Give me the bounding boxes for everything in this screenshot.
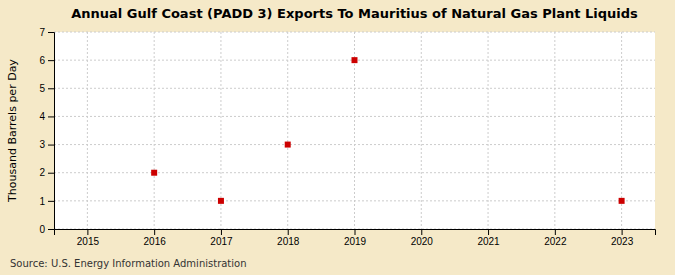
plot-background <box>54 32 655 229</box>
point <box>151 170 157 176</box>
grid-line <box>488 32 489 229</box>
tick: 4 <box>39 111 54 122</box>
tick-label: 2020 <box>411 236 434 247</box>
tick-mark <box>48 60 54 61</box>
tick-mark <box>355 229 356 235</box>
tick-label: 2018 <box>277 236 300 247</box>
tick-label: 2015 <box>77 236 100 247</box>
tick: 2 <box>39 167 54 178</box>
tick-mark <box>48 201 54 202</box>
tick-mark <box>48 88 54 89</box>
tick-mark <box>48 32 54 33</box>
tick-label: 2016 <box>144 236 167 247</box>
background <box>0 0 675 275</box>
tick-label: 2017 <box>210 236 233 247</box>
tick: 2017 <box>210 229 233 247</box>
grid-line <box>54 116 655 117</box>
grid-line <box>54 172 655 173</box>
tick-mark <box>488 229 489 235</box>
tick-label: 1 <box>39 196 45 207</box>
tick: 1 <box>39 196 54 207</box>
grid-line <box>54 144 655 145</box>
axis-line <box>48 33 55 230</box>
point <box>218 198 224 204</box>
grid <box>54 32 655 229</box>
tick: 2020 <box>411 229 434 247</box>
tick-mark <box>622 229 623 235</box>
tick-label: 2 <box>39 167 45 178</box>
tick-label: 2023 <box>611 236 634 247</box>
y-axis-title: Thousand Barrels per Day <box>6 59 19 203</box>
tick-mark <box>154 229 155 235</box>
annotation: Source: U.S. Energy Information Administ… <box>10 258 247 269</box>
tick-label: 7 <box>39 27 45 38</box>
point <box>619 198 625 204</box>
tick-mark <box>555 229 556 235</box>
tick: 7 <box>39 27 54 38</box>
tick-mark <box>87 229 88 235</box>
tick: 2019 <box>344 229 367 247</box>
tick-mark <box>221 229 222 235</box>
tick: 0 <box>39 224 54 235</box>
title: Annual Gulf Coast (PADD 3) Exports To Ma… <box>71 6 638 21</box>
tick-mark <box>288 229 289 235</box>
x-axis: 2015 2016 2017 2018 2019 2020 2021 2022 2023 <box>55 229 656 247</box>
tick: 2023 <box>611 229 634 247</box>
tick-label: 3 <box>39 139 45 150</box>
grid-line <box>421 32 422 229</box>
point <box>352 57 358 63</box>
tick: 2021 <box>477 229 500 247</box>
tick: 3 <box>39 139 54 150</box>
tick: 2018 <box>277 229 300 247</box>
tick-mark <box>48 116 54 117</box>
tick-label: 2021 <box>477 236 500 247</box>
point <box>285 142 291 148</box>
tick: 6 <box>39 55 54 66</box>
grid-line <box>54 32 655 33</box>
grid-line <box>287 32 288 229</box>
grid-line <box>54 88 655 89</box>
tick-label: 2022 <box>544 236 567 247</box>
tick: 2016 <box>144 229 167 247</box>
y-axis: 0 1 2 3 4 5 6 7 <box>39 27 54 235</box>
plot: 2015 2016 2017 2018 2019 2020 2021 2022 2023 0 1 2 3… <box>39 27 655 247</box>
tick-mark <box>421 229 422 235</box>
tick-mark <box>48 229 54 230</box>
tick-label: 2019 <box>344 236 367 247</box>
grid-line <box>154 32 155 229</box>
tick-label: 5 <box>39 83 45 94</box>
points <box>151 57 624 204</box>
tick-label: 0 <box>39 224 45 235</box>
tick-label: 6 <box>39 55 45 66</box>
tick-mark <box>48 145 54 146</box>
grid-line <box>554 32 555 229</box>
tick-mark <box>48 173 54 174</box>
grid-line <box>87 32 88 229</box>
tick: 2022 <box>544 229 567 247</box>
chart: 2015 2016 2017 2018 2019 2020 2021 2022 2023 0 1 2 3… <box>0 0 675 275</box>
axis-line <box>55 230 656 236</box>
tick: 2015 <box>77 229 100 247</box>
tick: 5 <box>39 83 54 94</box>
tick-label: 4 <box>39 111 45 122</box>
grid-line <box>54 200 655 201</box>
